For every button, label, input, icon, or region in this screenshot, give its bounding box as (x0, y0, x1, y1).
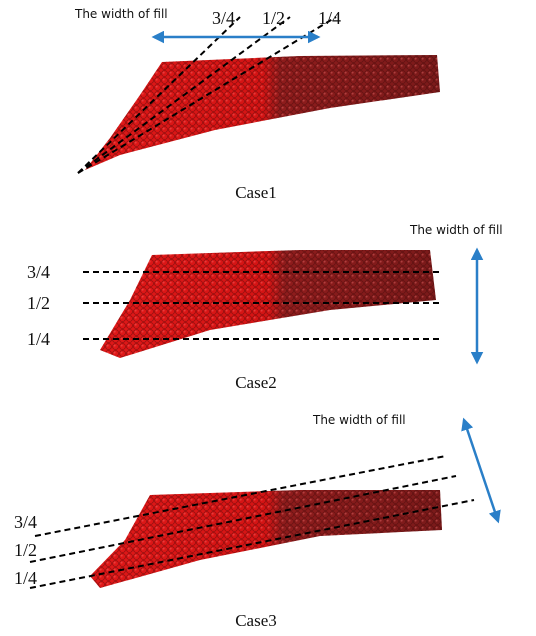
case2: The width of fill 3/4 1/2 1/4 Case2 (27, 223, 503, 392)
dashed-line (29, 499, 475, 589)
caption: Case2 (235, 373, 277, 392)
case3: The width of fill 3/4 1/2 1/4 Case3 (14, 413, 501, 630)
fraction-label: 3/4 (212, 8, 235, 28)
width-label: The width of fill (409, 223, 503, 237)
fraction-label: 3/4 (14, 512, 37, 532)
caption: Case3 (235, 611, 277, 630)
width-label: The width of fill (74, 7, 168, 21)
width-label: The width of fill (312, 413, 406, 427)
fraction-label: 1/4 (27, 329, 50, 349)
dashed-line (77, 16, 241, 174)
fraction-label: 1/2 (262, 8, 285, 28)
case1: The width of fill 3/4 1/2 1/4 Case1 (74, 7, 440, 202)
fraction-label: 3/4 (27, 262, 50, 282)
fraction-label: 1/2 (14, 540, 37, 560)
particle-texture (85, 55, 440, 170)
caption: Case1 (235, 183, 277, 202)
fraction-label: 1/2 (27, 293, 50, 313)
dashed-line (77, 16, 291, 174)
width-arrow (461, 417, 501, 524)
dashed-line (29, 475, 457, 563)
fraction-label: 1/4 (14, 568, 37, 588)
fraction-label: 1/4 (318, 8, 341, 28)
particle-texture (90, 490, 442, 588)
